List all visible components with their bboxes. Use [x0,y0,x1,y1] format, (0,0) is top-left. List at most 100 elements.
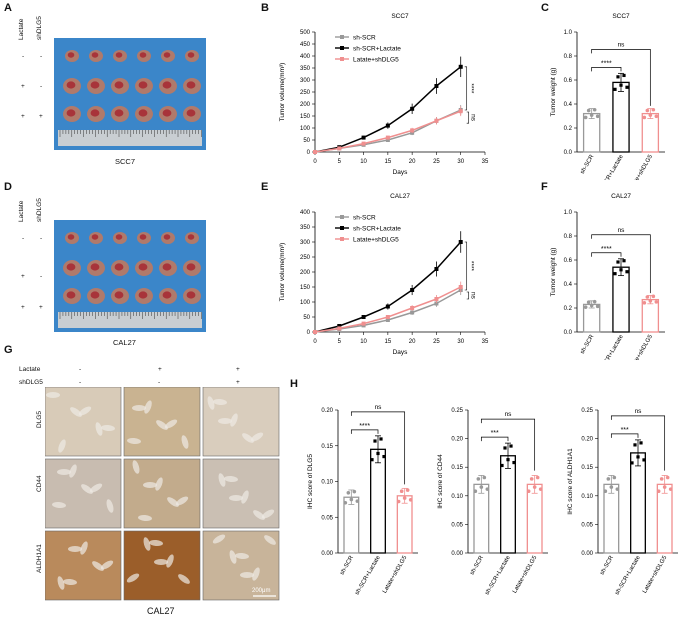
tumor-specimen-core [163,52,171,58]
x-tick-label: 25 [433,159,440,165]
x-tick-label: 30 [457,339,464,345]
data-point [589,303,594,308]
data-point [408,498,413,502]
y-tick-label: 0.20 [321,408,333,414]
legend-label: sh-SCR+Lactate [353,46,401,53]
y-tick-label: 0.6 [564,258,573,264]
data-point [349,497,354,502]
ihc-caption: CAL27 [147,606,175,616]
y-tick-label: 500 [300,30,311,36]
data-point [346,490,351,495]
y-tick-label: 0.0 [564,330,573,336]
ihc-image [45,458,122,529]
ihc-texture [149,539,163,547]
ihc-texture [80,541,88,555]
data-point [613,87,617,91]
tumor-specimen-core [90,81,100,89]
data-point [645,108,650,113]
tumor-specimen-core [66,81,76,89]
data-point [355,499,360,503]
y-axis-label: IHC score of DLG5 [307,454,314,509]
data-point [410,310,415,315]
y-tick-label: 0.25 [581,408,593,414]
x-tick-label: Latate+shDLG5 [382,554,409,594]
chart-title: CAL27 [611,193,631,200]
ihc-texture [175,496,189,506]
significance-bracket [591,67,622,72]
bar [343,496,360,554]
row-sign: + [21,304,25,311]
data-point [361,321,366,326]
y-tick-label: 0.4 [564,102,573,108]
y-tick-label: 0 [307,150,311,156]
data-point [615,487,620,491]
x-tick-label: 10 [360,339,367,345]
tumor-specimen-core [66,263,76,271]
chart-title: SCC7 [612,13,630,20]
y-tick-label: 0.05 [321,515,333,521]
data-point [609,485,614,489]
data-point [410,288,415,292]
significance-bracket [480,418,536,471]
legend-label: sh-SCR [353,35,376,42]
col-header-lactate: Lactate [18,200,25,222]
ihc-texture [63,578,77,586]
data-point [651,107,656,112]
y-tick-label: 1.0 [564,30,573,36]
data-point [396,499,401,504]
y-tick-label: 0.10 [581,494,593,500]
ihc-texture [250,432,264,442]
data-point [361,135,366,140]
x-tick-label: 20 [409,339,416,345]
bar [370,448,386,554]
tumor-photo [54,220,206,332]
data-point [458,64,463,69]
data-point [592,299,597,304]
row-sign: - [22,53,25,60]
ihc-condition-label: Lactate [19,366,41,373]
x-tick-label: 25 [433,339,440,345]
row-sign: - [40,273,43,280]
ihc-image [123,530,201,601]
data-point [313,150,317,154]
data-point [642,301,647,305]
ihc-texture [181,435,189,449]
significance-label: **** [468,83,475,94]
y-tick-label: 0.15 [451,465,463,471]
x-axis-label: Days [393,169,409,176]
data-point [482,475,487,480]
tumor-specimen-core [114,109,124,117]
significance-label: ns [375,404,383,411]
data-point [361,315,366,319]
y-tick-label: 0 [307,330,311,336]
data-point [385,135,390,140]
scale-bar-label: 200μm [252,588,271,594]
data-point [385,315,390,319]
series-line-0 [314,109,462,153]
data-point [648,299,653,303]
data-point [506,458,510,462]
tumor-specimen-core [66,109,76,117]
significance-bracket [591,49,651,106]
tumor-specimen-core [66,291,76,299]
y-tick-label: 1.0 [564,210,573,216]
data-point [612,475,617,480]
y-tick-label: 300 [300,240,311,246]
bar [603,483,620,554]
significance-bracket [464,241,468,291]
significance-label: *** [491,430,499,437]
photo-caption: CAL27 [113,338,136,347]
data-point [586,108,591,113]
data-point [434,301,439,306]
chart-title: SCC7 [391,13,409,20]
data-point [337,324,342,328]
data-point [385,318,390,322]
bar [612,266,630,333]
ihc-image [202,387,280,457]
x-tick-label: Latate+shDLG5 [642,554,669,594]
data-point [592,107,597,112]
significance-bracket [466,111,470,124]
ihc-texture [58,439,66,453]
y-tick-label: 300 [300,78,311,84]
y-tick-label: 350 [300,225,311,231]
